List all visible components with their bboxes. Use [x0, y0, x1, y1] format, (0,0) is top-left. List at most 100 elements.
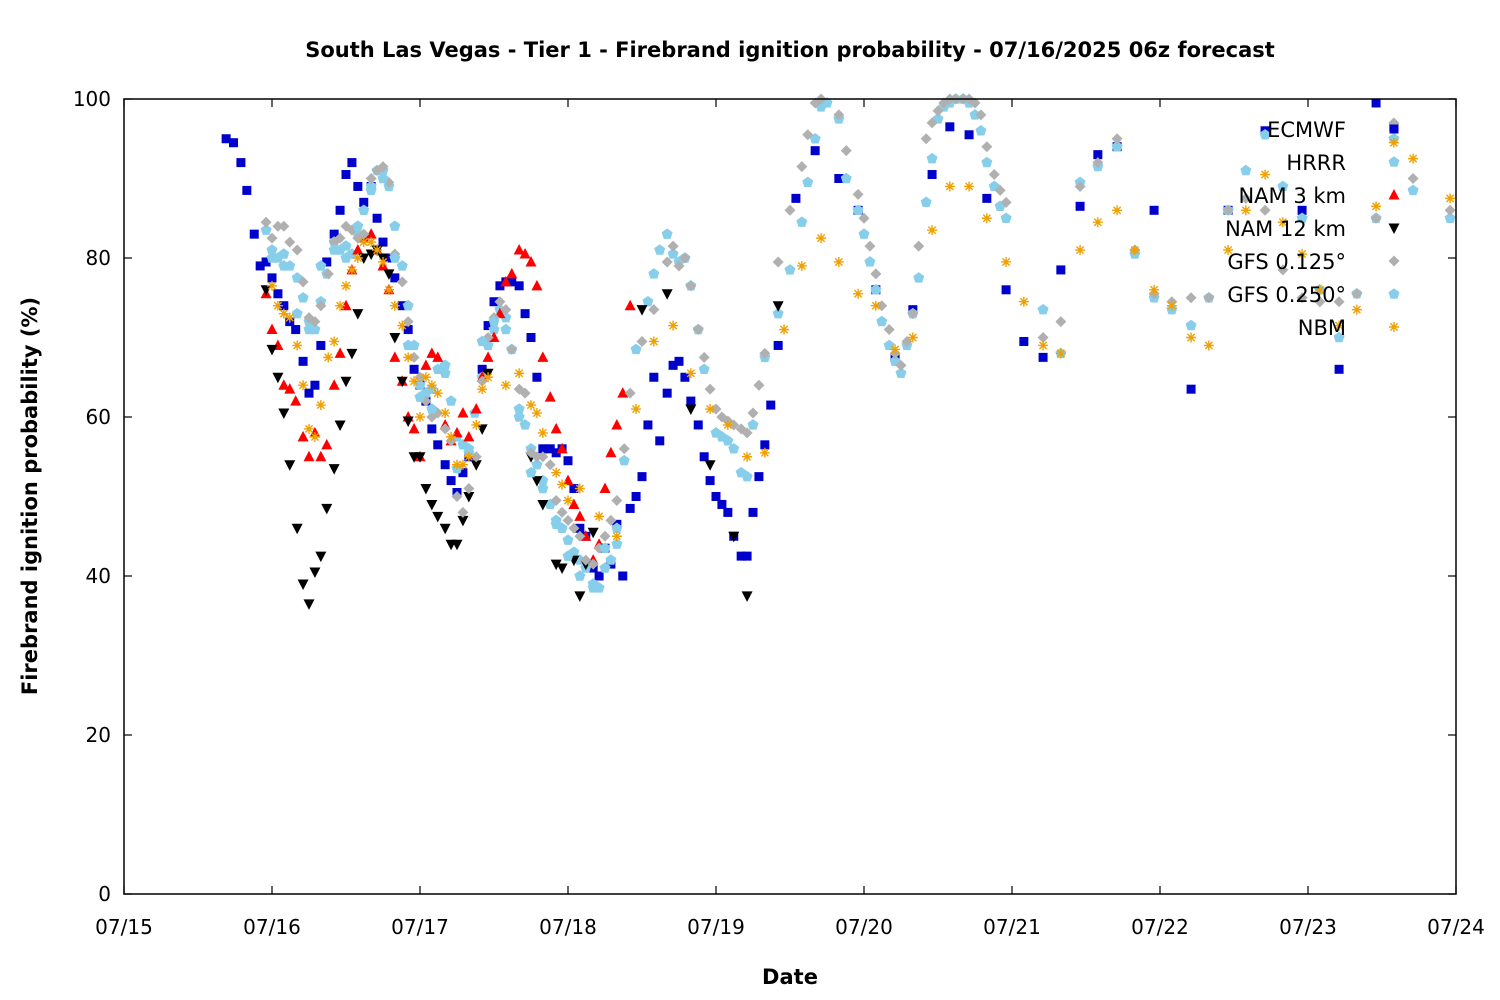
data-point [1388, 117, 1400, 129]
series-2 [260, 228, 636, 565]
data-point [617, 387, 629, 398]
data-point [426, 403, 438, 414]
data-point [728, 531, 740, 543]
data-point [1371, 201, 1382, 212]
data-point [383, 284, 394, 295]
data-point [759, 347, 771, 359]
data-point [642, 295, 654, 307]
data-point [408, 422, 420, 434]
data-point [315, 300, 327, 312]
data-point [278, 220, 290, 232]
data-point [477, 364, 487, 374]
data-point [358, 204, 370, 215]
data-point [278, 260, 290, 271]
data-point [266, 344, 278, 356]
data-point [352, 220, 364, 231]
series-3 [260, 245, 784, 610]
data-point [772, 256, 784, 268]
data-point [895, 367, 907, 378]
data-point [389, 220, 401, 231]
data-point [618, 454, 630, 466]
data-point [278, 308, 289, 319]
data-point [352, 244, 364, 255]
data-point [507, 277, 517, 287]
x-tick-label: 07/16 [243, 915, 301, 939]
data-point [402, 339, 414, 351]
data-point [611, 494, 623, 506]
data-point [328, 464, 340, 475]
data-point [747, 419, 759, 430]
data-point [890, 344, 901, 355]
data-point [402, 299, 414, 311]
data-point [680, 372, 690, 382]
data-point [1259, 204, 1271, 216]
data-point [440, 460, 450, 470]
legend-marker [1388, 156, 1400, 167]
data-point [1296, 292, 1308, 304]
data-point [446, 476, 456, 486]
data-point [420, 484, 432, 495]
legend-label: GFS 0.250° [1227, 283, 1346, 307]
data-point [563, 495, 573, 506]
data-point [1296, 212, 1308, 223]
data-point [1186, 384, 1196, 394]
data-point [1001, 256, 1012, 267]
data-point [927, 225, 938, 236]
data-point [864, 240, 876, 252]
x-tick-label: 07/23 [1279, 915, 1337, 939]
data-point [1149, 284, 1160, 295]
data-point [531, 279, 543, 291]
data-point [1223, 245, 1234, 256]
data-point [1203, 340, 1214, 351]
data-point [414, 391, 426, 402]
data-point [365, 184, 377, 196]
data-point [1111, 140, 1123, 152]
data-point [500, 275, 512, 287]
data-point [273, 289, 283, 299]
data-point [611, 418, 623, 430]
data-point [802, 176, 814, 188]
data-point [816, 233, 827, 244]
data-point [945, 122, 955, 132]
data-point [981, 213, 992, 224]
data-point [611, 538, 623, 549]
data-point [358, 237, 369, 248]
data-point [907, 332, 918, 343]
data-point [396, 376, 408, 388]
x-tick-label: 07/21 [983, 915, 1041, 939]
data-point [883, 324, 895, 336]
data-point [723, 507, 733, 517]
data-point [249, 229, 259, 239]
data-point [358, 253, 370, 264]
data-point [519, 387, 531, 399]
data-point [648, 336, 659, 347]
data-point [414, 379, 426, 390]
y-tick-label: 20 [86, 723, 111, 747]
data-point [451, 539, 463, 551]
data-point [513, 403, 525, 414]
data-point [864, 256, 876, 267]
data-point [661, 228, 673, 239]
data-point [309, 567, 321, 579]
data-point [292, 340, 303, 351]
data-point [654, 244, 666, 255]
data-point [711, 492, 721, 501]
data-point [772, 301, 784, 312]
data-point [403, 352, 414, 363]
data-point [791, 193, 801, 203]
data-point [328, 379, 340, 390]
data-point [1259, 128, 1271, 140]
data-point [693, 420, 703, 430]
data-point [409, 376, 420, 387]
data-point [550, 422, 562, 434]
data-point [458, 468, 468, 478]
data-point [519, 419, 531, 430]
legend-label: NAM 3 km [1238, 184, 1346, 208]
data-point [1166, 300, 1177, 311]
data-point [1240, 192, 1252, 204]
data-point [335, 205, 345, 215]
data-point [525, 255, 537, 267]
data-point [390, 273, 400, 283]
data-point [261, 257, 271, 267]
